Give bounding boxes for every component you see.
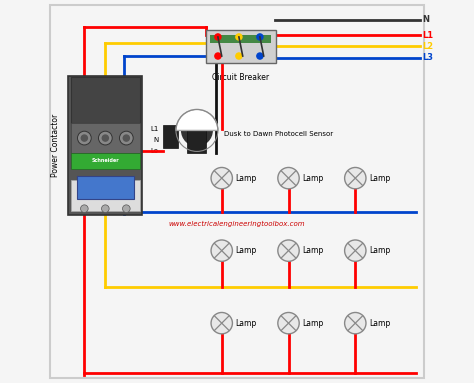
Circle shape	[215, 34, 221, 40]
Circle shape	[82, 135, 87, 141]
Text: Lamp: Lamp	[236, 246, 257, 255]
Circle shape	[77, 131, 91, 145]
Circle shape	[81, 205, 88, 213]
Text: L1: L1	[150, 126, 159, 131]
Text: Power Contactor: Power Contactor	[51, 114, 60, 177]
Bar	[187, 131, 207, 153]
Text: Dusk to Dawn Photocell Sensor: Dusk to Dawn Photocell Sensor	[224, 131, 333, 137]
FancyBboxPatch shape	[50, 5, 424, 378]
Circle shape	[278, 167, 299, 189]
Text: Lo: Lo	[151, 149, 159, 154]
Circle shape	[211, 240, 232, 261]
Text: Lamp: Lamp	[369, 319, 390, 327]
Circle shape	[257, 53, 263, 59]
Circle shape	[345, 240, 366, 261]
Bar	[77, 176, 134, 199]
Bar	[71, 123, 140, 153]
Text: Lamp: Lamp	[369, 246, 390, 255]
Bar	[163, 125, 178, 147]
Text: L3: L3	[422, 54, 433, 62]
Bar	[71, 153, 140, 169]
Circle shape	[122, 205, 130, 213]
Text: www.electricalengineeringtoolbox.com: www.electricalengineeringtoolbox.com	[169, 221, 305, 227]
Circle shape	[102, 135, 109, 141]
Bar	[71, 77, 140, 123]
Text: Lamp: Lamp	[236, 319, 257, 327]
Circle shape	[345, 167, 366, 189]
Bar	[210, 35, 271, 43]
Circle shape	[123, 135, 129, 141]
Bar	[54, 222, 420, 291]
Circle shape	[182, 115, 212, 146]
Circle shape	[278, 313, 299, 334]
Text: Lamp: Lamp	[302, 173, 324, 183]
Circle shape	[257, 34, 263, 40]
Bar	[54, 295, 420, 378]
Circle shape	[278, 240, 299, 261]
Circle shape	[215, 53, 221, 59]
Text: LC1 D: LC1 D	[84, 178, 99, 183]
Bar	[54, 149, 420, 218]
FancyBboxPatch shape	[206, 31, 276, 62]
Text: Lamp: Lamp	[236, 173, 257, 183]
Text: Circuit Breaker: Circuit Breaker	[212, 73, 269, 82]
Text: Lamp: Lamp	[302, 246, 324, 255]
Bar	[71, 180, 140, 211]
Circle shape	[99, 131, 112, 145]
Text: Lamp: Lamp	[302, 319, 324, 327]
Circle shape	[101, 205, 109, 213]
Circle shape	[211, 167, 232, 189]
Text: Lamp: Lamp	[369, 173, 390, 183]
Circle shape	[211, 313, 232, 334]
Text: L1: L1	[422, 31, 433, 39]
Text: L2: L2	[422, 42, 433, 51]
Circle shape	[345, 313, 366, 334]
Text: Schneider: Schneider	[91, 159, 119, 164]
Wedge shape	[176, 110, 218, 131]
Circle shape	[236, 53, 242, 59]
FancyBboxPatch shape	[68, 76, 142, 215]
Circle shape	[119, 131, 133, 145]
Text: N: N	[422, 15, 429, 24]
Circle shape	[236, 34, 242, 40]
Text: N: N	[154, 137, 159, 143]
